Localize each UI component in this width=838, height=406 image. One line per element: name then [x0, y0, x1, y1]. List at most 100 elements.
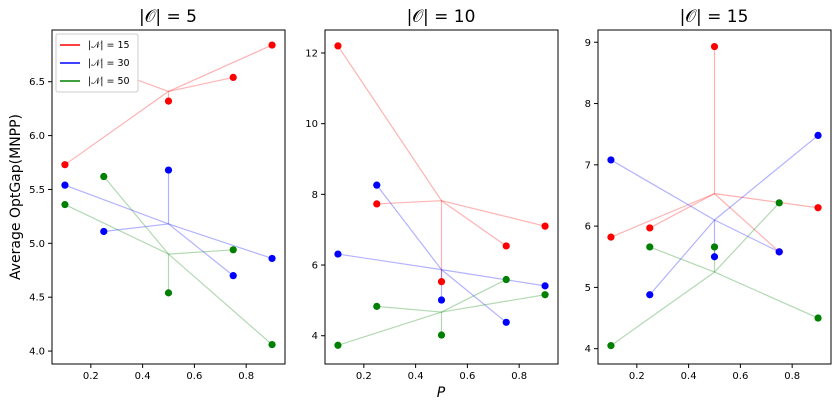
panel-2-series-1-link-4	[441, 200, 507, 247]
panel-2-series-1-point-3	[437, 278, 446, 286]
panel-3-xtick-label-3: 0.6	[732, 371, 748, 382]
panel-1-series-2-link-5	[168, 223, 273, 259]
panel-3: |𝒪| = 15 0.2 0.4 0.6 0.8 4 5 6 7 8 9	[585, 7, 832, 382]
panel-3-marks	[607, 42, 822, 350]
panel-2-series-3-point-2	[373, 302, 381, 310]
panel-3-series-2-link-5	[714, 134, 819, 221]
panel-2-xtick-label-1: 0.2	[356, 371, 372, 382]
panel-1-marks	[61, 41, 276, 349]
panel-1-series-1-link-1	[64, 90, 169, 166]
panel-1-ytick-label-5: 6.0	[29, 131, 45, 142]
panel-2: |𝒪| = 10 0.2 0.4 0.6 0.8 4 6 8 10 12	[305, 7, 559, 382]
panel-3-axes	[597, 29, 832, 365]
panel-1-series-3-point-5	[268, 341, 276, 349]
panel-3-ytick-label-2: 5	[585, 283, 591, 294]
panel-3-series-3-point-1	[607, 342, 615, 350]
panel-2-axes	[324, 29, 559, 365]
legend-label-n50: |𝒩| = 50	[88, 76, 130, 87]
panel-1-xtick-label-4: 0.8	[238, 371, 254, 382]
panel-2-series-2-point-2	[373, 181, 381, 189]
panel-2-series-3-link-2	[376, 305, 442, 313]
panel-1-series-2-link-1	[64, 184, 169, 225]
legend-box	[55, 33, 139, 93]
panel-2-series-3-point-1	[334, 341, 342, 349]
panel-3-series-2-link-4	[714, 219, 780, 253]
panel-2-series-3-link-4	[441, 278, 507, 313]
panel-1-title: |𝒪| = 5	[139, 7, 197, 27]
panel-3-ytick-label-4: 7	[585, 160, 591, 171]
panel-3-series-3-point-3	[710, 243, 719, 251]
panel-1-series-3-point-2	[100, 172, 108, 181]
panel-3-series-1-point-1	[607, 233, 615, 241]
panel-2-series-2-point-5	[541, 282, 549, 290]
panel-1-ytick-label-3: 5.0	[29, 239, 45, 250]
panel-2-series-3-link-5	[441, 294, 546, 313]
panel-3-xtick-label-2: 0.4	[681, 371, 697, 382]
panel-2-series-3-link-1	[337, 311, 442, 346]
panel-1-series-3-point-1	[61, 200, 69, 209]
panel-2-ticks: 0.2 0.4 0.6 0.8 4 6 8 10 12	[305, 48, 527, 382]
panel-2-series-3-point-3	[437, 331, 446, 339]
panel-3-series-2-point-5	[814, 131, 822, 140]
panel-3-series-3-point-5	[814, 314, 822, 322]
panel-1-series-3-link-2	[103, 176, 169, 255]
panel-1-series-2-point-4	[229, 272, 237, 280]
panel-1-ytick-label-6: 6.5	[29, 77, 45, 88]
panel-3-series-2-point-1	[607, 156, 615, 164]
panel-3-series-3-link-2	[649, 246, 715, 273]
panel-2-xtick-label-2: 0.4	[408, 371, 424, 382]
panel-3-series-1-link-1	[610, 193, 715, 238]
panel-3-series-3-point-4	[775, 199, 783, 207]
panel-1-series-3-link-4	[168, 249, 234, 255]
panel-2-title: |𝒪| = 10	[407, 7, 476, 27]
panel-3-series-2-link-1	[610, 159, 715, 221]
panel-2-ytick-label-5: 12	[305, 48, 318, 59]
panel-3-ytick-label-1: 4	[585, 344, 591, 355]
panel-1-ytick-label-4: 5.5	[29, 185, 45, 196]
panel-2-series-3-point-5	[541, 291, 549, 299]
panel-2-ytick-label-3: 8	[312, 190, 318, 201]
panel-1-series-1-link-4	[168, 76, 234, 92]
panel-3-series-1-link-5	[714, 193, 819, 209]
panel-3-xtick-label-4: 0.8	[784, 371, 800, 382]
legend-label-n30: |𝒩| = 30	[88, 58, 130, 69]
panel-3-series-2-point-4	[775, 248, 783, 256]
panel-2-ytick-label-1: 4	[312, 331, 318, 342]
panel-3-series-1-point-5	[814, 204, 822, 212]
legend-label-n15: |𝒩| = 15	[88, 40, 130, 51]
panel-3-series-1-point-3	[710, 42, 719, 51]
panel-1-series-2-link-2	[103, 223, 169, 233]
panel-1-series-2-point-3	[164, 166, 173, 174]
panel-1-series-3-point-3	[164, 289, 173, 297]
panel-2-series-1-point-1	[334, 42, 342, 50]
legend: |𝒩| = 15 |𝒩| = 30 |𝒩| = 50	[55, 33, 139, 93]
panel-2-xtick-label-4: 0.8	[511, 371, 527, 382]
panel-2-series-2-point-4	[502, 318, 510, 326]
panel-3-series-2-point-2	[646, 291, 654, 299]
panel-3-title: |𝒪| = 15	[680, 7, 749, 27]
panel-3-ytick-label-6: 9	[585, 38, 591, 49]
panel-3-xtick-label-1: 0.2	[629, 371, 645, 382]
panel-1-series-3-point-4	[229, 246, 237, 254]
panel-3-series-3-link-1	[610, 271, 715, 347]
panel-2-series-1-point-5	[541, 222, 549, 230]
panel-2-series-1-point-2	[373, 200, 381, 208]
panel-1-series-1-point-3	[164, 97, 173, 105]
panel-2-series-2-link-5	[441, 269, 546, 287]
panel-1-ytick-label-2: 4.5	[29, 293, 45, 304]
panel-3-series-3-link-5	[714, 271, 819, 319]
panel-2-series-1-link-1	[337, 45, 442, 202]
panel-1-series-3-link-1	[64, 204, 169, 255]
panel-2-marks	[334, 42, 549, 349]
panel-3-series-3-point-2	[646, 243, 654, 251]
panel-1-xtick-label-2: 0.4	[135, 371, 151, 382]
panel-3-series-3-link-4	[714, 202, 780, 273]
panel-3-ytick-label-3: 6	[585, 222, 591, 233]
panel-1: |𝒪| = 5 0.2 0.4 0.6 0.8 4.0 4.5 5.0 5.5 6.0 6.5 |…	[29, 7, 286, 382]
panel-3-series-1-point-2	[646, 224, 654, 232]
panel-2-series-2-link-1	[337, 253, 442, 271]
panel-1-series-1-link-5	[168, 44, 273, 92]
panel-1-series-2-point-2	[100, 227, 108, 236]
panel-3-series-1-link-4	[714, 193, 780, 253]
